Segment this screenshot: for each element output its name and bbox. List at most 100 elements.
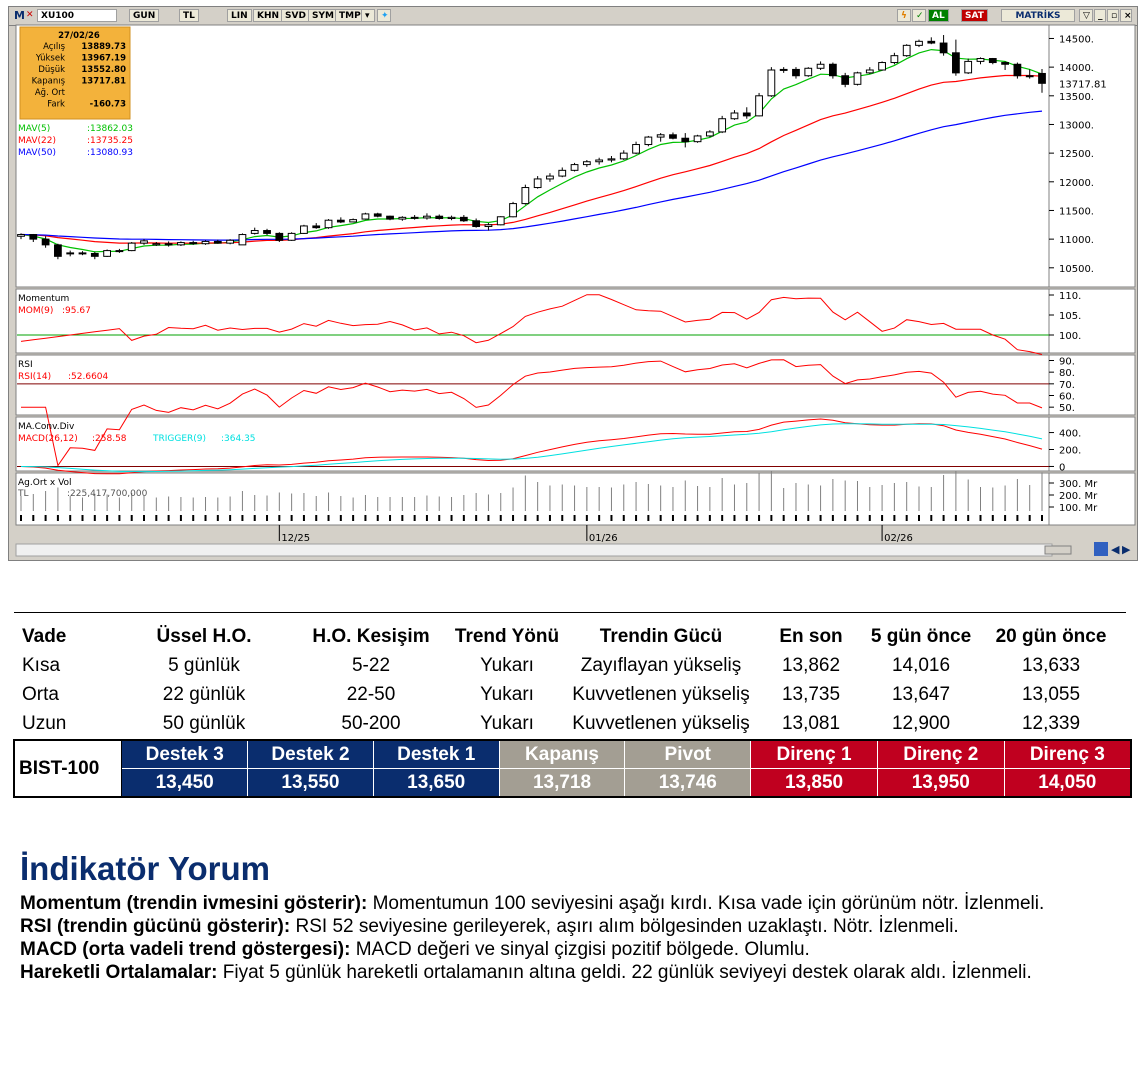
comment-label: RSI (trendin gücünü gösterir): (20, 916, 291, 937)
info-label: Yüksek (35, 54, 65, 64)
dropdown-icon[interactable]: ▾ (361, 9, 375, 22)
table-cell: 14,016 (891, 654, 951, 676)
table-cell: 12,900 (891, 712, 951, 734)
candle-body (853, 72, 862, 85)
indicator-title: MA.Conv.Div (18, 422, 75, 432)
buy-button[interactable]: AL (928, 9, 949, 22)
candle-body (177, 242, 185, 246)
level-header: Direnç 1 (750, 739, 878, 769)
indicator-line (20, 423, 1043, 473)
volume-axis-label: 300. Mr (1059, 479, 1098, 490)
index-name: BIST-100 (14, 740, 123, 797)
indicator-series-name: MOM(9) (18, 306, 53, 316)
comment-momentum: Momentum (trendin ivmesini gösterir): Mo… (20, 892, 1114, 915)
volume-title: Ag.Ort x Vol (18, 478, 72, 488)
indicator-axis-label: 80. (1059, 368, 1075, 379)
twitter-icon[interactable]: ✦ (377, 9, 391, 22)
momentum-panel-axis (1048, 288, 1136, 354)
restore-icon[interactable]: ▫ (1107, 9, 1119, 22)
candle-body (496, 216, 505, 226)
price-axis-label: 10500. (1059, 264, 1094, 275)
indicator-axis-label: 0 (1059, 462, 1065, 473)
toolbar-button-lin[interactable]: LIN (227, 9, 252, 22)
level-value: 13,850 (750, 768, 878, 798)
candle-body (607, 158, 616, 161)
table-row: Uzun 50 günlük 50-200 Yukarı Kuvvetlenen… (14, 709, 1126, 738)
table-cell: 5-22 (351, 654, 391, 676)
indicator-series-name: MACD(26,12) (18, 434, 78, 444)
scroll-right-icon: ▶ (1122, 543, 1131, 556)
candle-body (915, 40, 923, 46)
candle-body (558, 169, 567, 177)
comment-macd: MACD (orta vadeli trend göstergesi): MAC… (20, 938, 1114, 961)
table-cell: Uzun (22, 712, 67, 734)
info-value: 13717.81 (81, 77, 126, 87)
candle-body (939, 42, 948, 54)
table-header-cell: Üssel H.O. (156, 625, 252, 647)
volume-panel (15, 472, 1050, 526)
symbol-input[interactable]: XU100 (37, 9, 117, 22)
candle-body (54, 244, 62, 257)
info-label: Ağ. Ort (35, 88, 66, 98)
candle-body (841, 75, 850, 85)
momentum-panel (15, 288, 1050, 354)
toolbar-button-gun[interactable]: GUN (129, 9, 160, 22)
candle-body (988, 58, 997, 64)
table-cell: 13,735 (781, 683, 841, 705)
candle-body (1038, 72, 1046, 84)
candle-body (275, 232, 284, 241)
toolbar-button-tl[interactable]: TL (179, 9, 199, 22)
separator-line (14, 612, 1126, 613)
candle-body (263, 230, 271, 234)
candle-body (582, 161, 591, 166)
candle-body (484, 224, 493, 228)
chart-toolbar: M ✕ XU100 GUN TL LIN KHN SVD SYM TMP ▾ ✦… (9, 7, 1137, 26)
candle-body (238, 234, 247, 246)
candle-body (693, 135, 702, 143)
candle-body (361, 213, 370, 220)
price-axis-label: 14500. (1059, 34, 1094, 45)
candle-body (669, 134, 677, 139)
level-header: Kapanış (498, 739, 626, 769)
candle-body (521, 187, 530, 205)
table-cell: 13,081 (781, 712, 841, 734)
level-value: 13,650 (372, 768, 500, 798)
candle-body (410, 216, 419, 219)
info-value: 13967.19 (81, 54, 126, 64)
candle-body (349, 219, 358, 223)
price-axis-label: 11500. (1059, 206, 1094, 217)
level-header: Destek 3 (121, 739, 249, 769)
price-axis-label: 14000. (1059, 63, 1094, 74)
candle-body (964, 60, 973, 74)
table-cell: 5 günlük (168, 654, 240, 676)
table-cell: Yukarı (480, 683, 534, 705)
check-icon[interactable]: ✓ (912, 9, 926, 22)
candle-body (816, 63, 825, 69)
level-header: Destek 2 (247, 739, 374, 769)
candle-body (902, 44, 911, 57)
candle-body (127, 242, 136, 252)
candle-body (792, 68, 800, 77)
table-cell: 50 günlük (162, 712, 246, 734)
candle-body (398, 216, 407, 220)
indicator-axis-label: 50. (1059, 403, 1075, 414)
info-value: 13889.73 (81, 42, 126, 52)
lightning-icon[interactable]: ϟ (897, 9, 911, 22)
info-date: 27/02/26 (58, 31, 100, 41)
table-cell: Kısa (22, 654, 61, 676)
filter-icon[interactable]: ▽ (1079, 9, 1093, 22)
candle-body (90, 252, 99, 257)
chart-window: M ✕ XU100 GUN TL LIN KHN SVD SYM TMP ▾ ✦… (8, 6, 1138, 561)
table-cell: Kuvvetlenen yükseliş (572, 712, 750, 734)
candle-body (1025, 75, 1034, 78)
candle-body (66, 252, 75, 255)
level-value: 13,718 (498, 768, 626, 798)
table-header-cell: 5 gün önce (870, 625, 972, 647)
info-label: Açılış (43, 42, 65, 52)
info-value: 13552.80 (81, 65, 126, 75)
indicator-series-name: TRIGGER(9) (152, 434, 206, 444)
close-icon[interactable]: × (1120, 9, 1132, 22)
minimize-icon[interactable]: _ (1094, 9, 1106, 22)
indicator-line (20, 418, 1043, 475)
sell-button[interactable]: SAT (961, 9, 988, 22)
